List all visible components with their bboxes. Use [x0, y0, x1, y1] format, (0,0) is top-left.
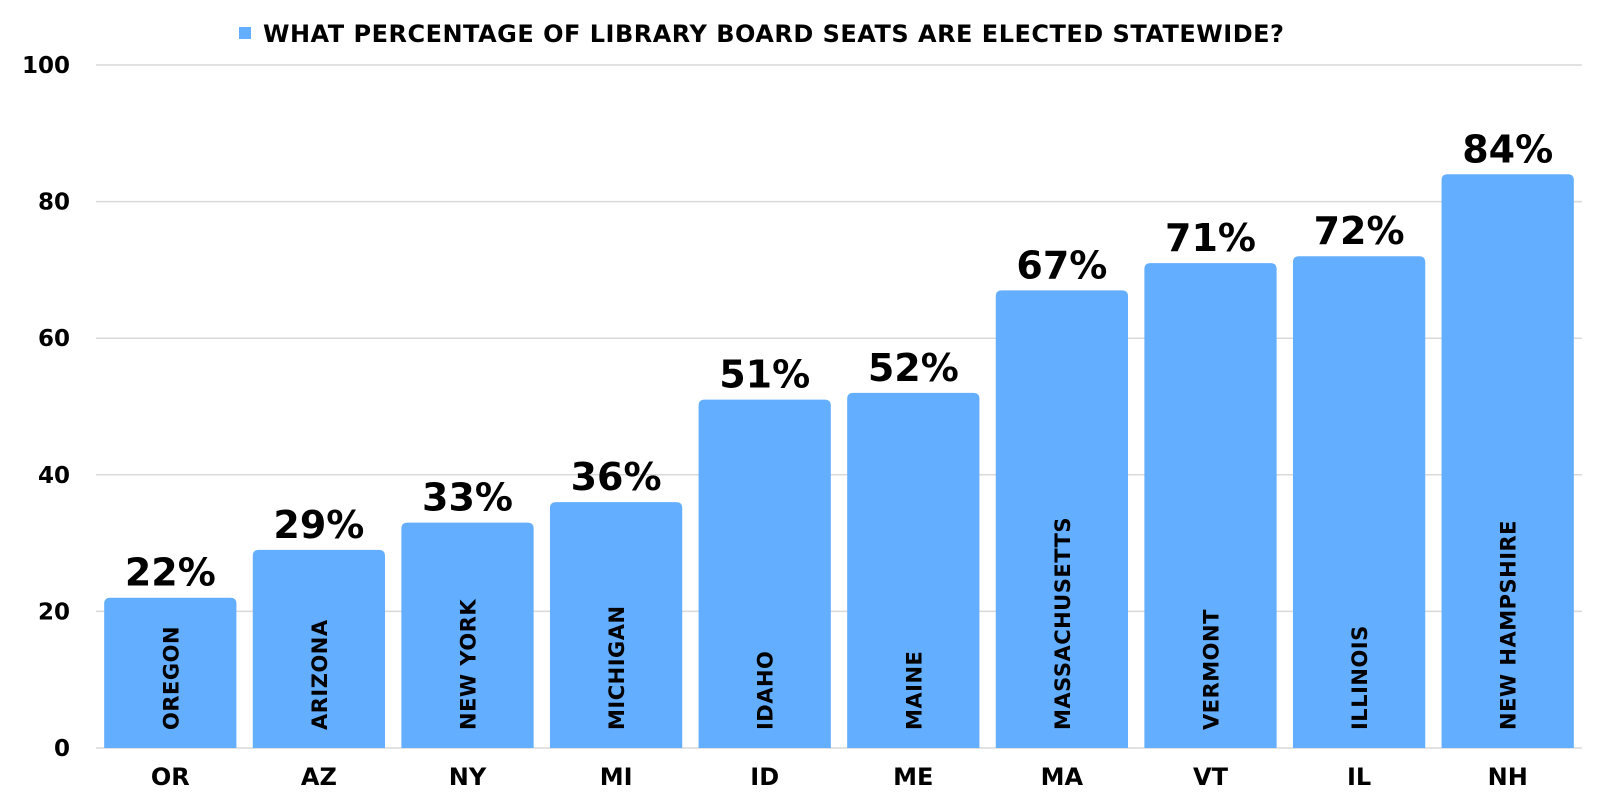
y-tick-label: 100 [22, 53, 70, 79]
y-tick-label: 60 [38, 326, 70, 352]
bars [104, 174, 1574, 748]
bar-name-az: ARIZONA [308, 619, 332, 730]
data-label-or: 22% [125, 551, 216, 595]
x-tick-label-il: IL [1347, 763, 1371, 791]
bar-name-il: ILLINOIS [1348, 625, 1372, 730]
bar-name-vt: VERMONT [1200, 609, 1224, 730]
bar-name-ny: NEW YORK [457, 599, 481, 730]
bar-mi [549, 502, 683, 748]
bar-or [104, 597, 237, 748]
data-label-az: 29% [273, 503, 364, 547]
legend-series-name: WHAT PERCENTAGE OF LIBRARY BOARD SEATS A… [263, 20, 1284, 48]
y-tick-label: 20 [38, 599, 70, 625]
x-tick-label-ma: MA [1041, 763, 1084, 791]
x-tick-label-mi: MI [600, 763, 633, 791]
bar-name-me: MAINE [902, 651, 926, 730]
bar-name-mi: MICHIGAN [605, 605, 629, 730]
labels: 0 20 40 60 80 100 22% OREGON OR 29% ARIZONA AZ 33% NE… [22, 53, 1553, 791]
data-label-nh: 84% [1462, 127, 1553, 171]
x-tick-label-az: AZ [301, 763, 337, 791]
bar-ny [401, 522, 534, 748]
data-label-ma: 67% [1016, 243, 1107, 287]
bar-name-or: OREGON [159, 626, 183, 730]
legend: WHAT PERCENTAGE OF LIBRARY BOARD SEATS A… [239, 20, 1284, 48]
bar-ma [995, 290, 1129, 748]
data-label-vt: 71% [1165, 216, 1256, 260]
bar-id [698, 399, 831, 748]
y-tick-label: 40 [38, 463, 70, 489]
bar-il [1292, 256, 1426, 748]
bar-me [847, 392, 980, 748]
data-label-ny: 33% [422, 476, 513, 520]
x-tick-label-ny: NY [449, 763, 487, 791]
x-tick-label-id: ID [750, 763, 779, 791]
bar-name-id: IDAHO [754, 651, 778, 730]
x-tick-label-vt: VT [1193, 763, 1229, 791]
bar-name-nh: NEW HAMPSHIRE [1497, 520, 1521, 730]
x-tick-label-nh: NH [1488, 763, 1528, 791]
legend-marker-icon [239, 27, 251, 39]
data-label-me: 52% [868, 346, 959, 390]
bar-az [252, 549, 386, 748]
x-tick-label-me: ME [893, 763, 933, 791]
y-tick-label: 80 [38, 190, 70, 216]
bar-vt [1144, 263, 1277, 748]
data-label-mi: 36% [571, 455, 662, 499]
bar-nh [1441, 174, 1574, 748]
data-label-id: 51% [719, 353, 810, 397]
data-label-il: 72% [1314, 209, 1405, 253]
bar-name-ma: MASSACHUSETTS [1051, 517, 1075, 730]
y-tick-label: 0 [54, 736, 70, 762]
x-tick-label-or: OR [151, 763, 190, 791]
